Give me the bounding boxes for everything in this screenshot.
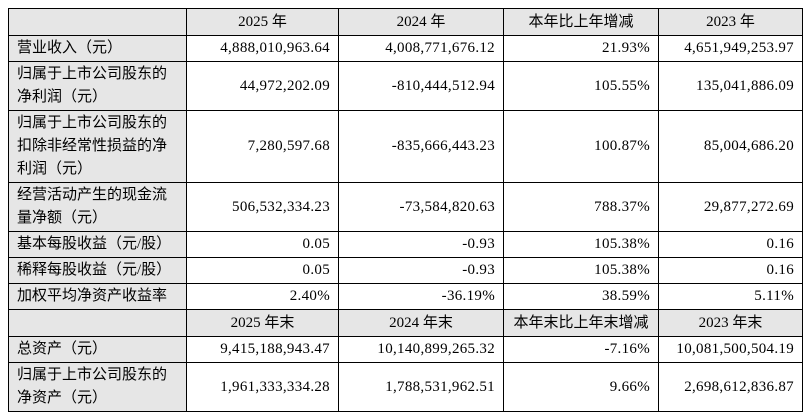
value-cell: 44,972,202.09 — [186, 61, 339, 111]
header-cell-2023-end: 2023 年末 — [658, 309, 803, 337]
value-cell: 0.05 — [186, 231, 339, 258]
value-cell: 5.11% — [658, 283, 803, 310]
value-cell: 1,961,333,334.28 — [186, 362, 339, 412]
value-cell: 506,532,334.23 — [186, 182, 339, 232]
table-row-net-profit: 归属于上市公司股东的净利润（元） 44,972,202.09 -810,444,… — [8, 61, 803, 111]
header-corner-cell — [8, 309, 187, 337]
value-cell: 105.38% — [503, 231, 659, 258]
value-cell: -0.93 — [338, 231, 504, 258]
value-cell: -0.93 — [338, 257, 504, 284]
header-cell-2024-end: 2024 年末 — [338, 309, 504, 337]
value-cell: 2,698,612,836.87 — [658, 362, 803, 412]
value-cell: 0.05 — [186, 257, 339, 284]
header-corner-cell — [8, 8, 187, 36]
value-cell: 85,004,686.20 — [658, 110, 803, 183]
value-cell: 10,140,899,265.32 — [338, 336, 504, 363]
value-cell: -835,666,443.23 — [338, 110, 504, 183]
value-cell: 0.16 — [658, 231, 803, 258]
row-label: 加权平均净资产收益率 — [8, 283, 187, 310]
value-cell: 788.37% — [503, 182, 659, 232]
value-cell: 4,651,949,253.97 — [658, 35, 803, 62]
value-cell: -36.19% — [338, 283, 504, 310]
table-row-net-profit-excl-nonrecurring: 归属于上市公司股东的扣除非经常性损益的净利润（元） 7,280,597.68 -… — [8, 110, 803, 183]
row-label: 归属于上市公司股东的净利润（元） — [8, 61, 187, 111]
row-label: 归属于上市公司股东的净资产（元） — [8, 362, 187, 412]
value-cell: 2.40% — [186, 283, 339, 310]
header-cell-2025-end: 2025 年末 — [186, 309, 339, 337]
table-row-total-assets: 总资产（元） 9,415,188,943.47 10,140,899,265.3… — [8, 336, 803, 363]
header-cell-2025: 2025 年 — [186, 8, 339, 36]
value-cell: 1,788,531,962.51 — [338, 362, 504, 412]
table-row-net-assets: 归属于上市公司股东的净资产（元） 1,961,333,334.28 1,788,… — [8, 362, 803, 412]
row-label: 归属于上市公司股东的扣除非经常性损益的净利润（元） — [8, 110, 187, 183]
row-label: 营业收入（元） — [8, 35, 187, 62]
value-cell: 9.66% — [503, 362, 659, 412]
value-cell: 0.16 — [658, 257, 803, 284]
value-cell: 29,877,272.69 — [658, 182, 803, 232]
value-cell: 9,415,188,943.47 — [186, 336, 339, 363]
value-cell: 135,041,886.09 — [658, 61, 803, 111]
table-row-revenue: 营业收入（元） 4,888,010,963.64 4,008,771,676.1… — [8, 35, 803, 62]
value-cell: 38.59% — [503, 283, 659, 310]
value-cell: -810,444,512.94 — [338, 61, 504, 111]
value-cell: 105.55% — [503, 61, 659, 111]
value-cell: -73,584,820.63 — [338, 182, 504, 232]
header-cell-end-change: 本年末比上年末增减 — [503, 309, 659, 337]
value-cell: 10,081,500,504.19 — [658, 336, 803, 363]
row-label: 总资产（元） — [8, 336, 187, 363]
table-row-weighted-avg-roe: 加权平均净资产收益率 2.40% -36.19% 38.59% 5.11% — [8, 283, 803, 310]
header-cell-2024: 2024 年 — [338, 8, 504, 36]
value-cell: 7,280,597.68 — [186, 110, 339, 183]
header-cell-yoy-change: 本年比上年增减 — [503, 8, 659, 36]
row-label: 经营活动产生的现金流量净额（元） — [8, 182, 187, 232]
value-cell: 4,008,771,676.12 — [338, 35, 504, 62]
table-row-operating-cash-flow: 经营活动产生的现金流量净额（元） 506,532,334.23 -73,584,… — [8, 182, 803, 232]
value-cell: 100.87% — [503, 110, 659, 183]
row-label: 基本每股收益（元/股） — [8, 231, 187, 258]
row-label: 稀释每股收益（元/股） — [8, 257, 187, 284]
header-row-period-end: 2025 年末 2024 年末 本年末比上年末增减 2023 年末 — [8, 309, 803, 337]
header-row-annual: 2025 年 2024 年 本年比上年增减 2023 年 — [8, 8, 803, 36]
value-cell: 4,888,010,963.64 — [186, 35, 339, 62]
value-cell: 21.93% — [503, 35, 659, 62]
financial-summary-table: 2025 年 2024 年 本年比上年增减 2023 年 营业收入（元） 4,8… — [8, 8, 803, 412]
value-cell: -7.16% — [503, 336, 659, 363]
header-cell-2023: 2023 年 — [658, 8, 803, 36]
value-cell: 105.38% — [503, 257, 659, 284]
table-row-basic-eps: 基本每股收益（元/股） 0.05 -0.93 105.38% 0.16 — [8, 231, 803, 258]
table-row-diluted-eps: 稀释每股收益（元/股） 0.05 -0.93 105.38% 0.16 — [8, 257, 803, 284]
